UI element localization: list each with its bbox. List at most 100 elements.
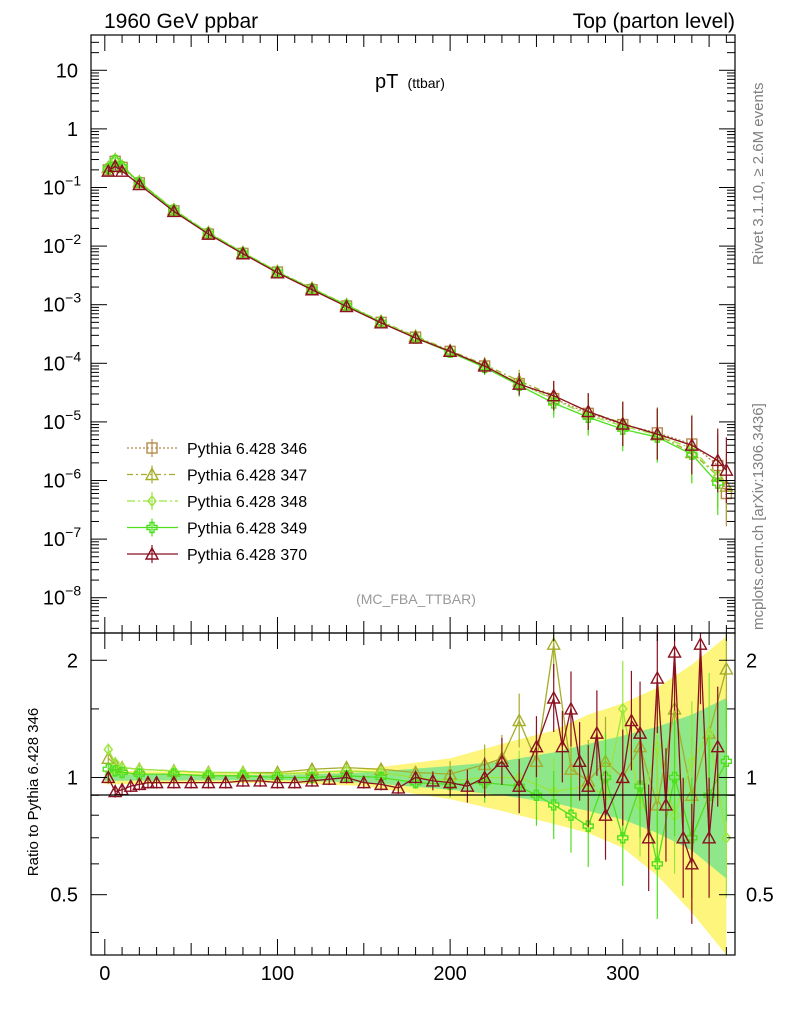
legend-entry-4: Pythia 6.428 370 <box>127 545 307 564</box>
ratio-y-tick-label: 0.5 <box>50 885 78 907</box>
ratio-point <box>720 755 733 768</box>
ratio-plot-frame <box>90 632 736 956</box>
data-point <box>132 177 147 191</box>
data-point <box>235 246 251 260</box>
legend-marker <box>146 442 158 454</box>
ratio-point <box>693 636 708 650</box>
ratio-point <box>651 858 664 870</box>
ratio-y-tick-label-right: 1 <box>746 767 757 789</box>
ratio-point <box>442 775 458 789</box>
ratio-y-tick-label: 2 <box>67 650 78 672</box>
legend-marker <box>144 546 160 560</box>
ratio-point <box>641 830 656 844</box>
ratio-point <box>373 776 389 791</box>
ratio-point <box>572 753 587 768</box>
ratio-point <box>103 743 114 756</box>
ratio-point <box>710 739 725 753</box>
ratio-ylabel: Ratio to Pythia 6.428 346 <box>25 708 42 876</box>
ratio-point <box>235 773 251 787</box>
data-point <box>270 265 285 279</box>
data-point <box>201 226 216 240</box>
data-point <box>477 358 492 372</box>
data-point <box>304 282 320 296</box>
data-point <box>442 343 458 358</box>
legend-entry-3: Pythia 6.428 349 <box>127 518 307 538</box>
ratio-point <box>287 775 302 789</box>
ratio-point <box>356 775 371 789</box>
y-tick-label: 10−5 <box>43 407 81 434</box>
ratio-point <box>546 636 561 650</box>
ratio-uncertainty-bands <box>104 636 727 955</box>
ratio-point <box>599 771 612 784</box>
ratio-point <box>201 775 216 789</box>
ratio-point <box>703 789 715 801</box>
data-point <box>650 426 665 440</box>
header-right: Top (parton level) <box>573 10 735 33</box>
legend-entry-2: Pythia 6.428 348 <box>127 492 307 511</box>
ratio-point <box>116 766 128 779</box>
legend: Pythia 6.428 346 Pythia 6.428 347 Pythia 6… <box>127 439 307 564</box>
plot-title: pT (ttbar) <box>375 71 445 93</box>
ratio-point <box>529 739 544 753</box>
ratio-point <box>477 770 492 784</box>
data-point <box>710 452 725 467</box>
side-label-top: Rivet 3.1.10, ≥ 2.6M events <box>750 83 767 266</box>
ratio-point <box>548 799 560 811</box>
header-left: 1960 GeV ppbar <box>104 10 258 33</box>
y-tick-label: 10−3 <box>43 290 81 317</box>
data-point <box>712 477 724 489</box>
data-point <box>686 448 698 461</box>
legend-label: Pythia 6.428 348 <box>187 494 307 511</box>
y-tick-label: 10−8 <box>43 583 81 610</box>
data-point <box>107 158 123 172</box>
ratio-point <box>632 725 648 739</box>
x-tick-label: 200 <box>433 963 466 985</box>
ratio-point <box>149 775 164 789</box>
legend-label: Pythia 6.428 347 <box>187 468 307 485</box>
legend-label: Pythia 6.428 349 <box>187 521 307 538</box>
analysis-annotation: (MC_FBA_TTBAR) <box>356 591 476 607</box>
data-point <box>339 299 354 313</box>
y-tick-label: 10−2 <box>43 231 81 258</box>
ratio-point <box>565 809 577 821</box>
ratio-point <box>589 725 605 739</box>
ratio-point <box>563 701 579 715</box>
data-point <box>373 315 389 329</box>
series-line-1 <box>107 158 727 487</box>
ratio-point <box>701 830 717 844</box>
axes-ticks: 10 1 10−1 10−2 10−3 10−4 10−5 10−6 10−7 10−8 0 100 2… <box>43 34 774 985</box>
ratio-point <box>658 797 674 811</box>
ratio-point <box>494 753 510 768</box>
legend-label: Pythia 6.428 346 <box>187 441 307 458</box>
ratio-point <box>684 856 700 870</box>
ratio-point <box>512 713 527 727</box>
ratio-point <box>460 778 475 792</box>
ratio-point <box>123 778 138 792</box>
series-3 <box>102 154 724 516</box>
ratio-point <box>133 768 146 780</box>
data-point <box>719 462 734 476</box>
legend-entry-1: Pythia 6.428 347 <box>127 465 307 485</box>
ratio-point <box>624 713 639 727</box>
data-point <box>513 379 525 392</box>
main-plot-series <box>101 152 734 527</box>
data-point <box>581 404 596 418</box>
plot-title-sub: (ttbar) <box>408 75 445 91</box>
ratio-y-tick-label-right: 2 <box>746 650 757 672</box>
ratio-point <box>598 807 613 821</box>
legend-entry-0: Pythia 6.428 346 <box>127 439 307 458</box>
y-tick-label: 1 <box>67 119 78 141</box>
ratio-y-tick-label: 1 <box>67 767 78 789</box>
legend-marker <box>147 494 157 508</box>
ratio-point <box>686 755 697 768</box>
y-tick-label: 10 <box>56 60 78 82</box>
legend-marker <box>146 521 158 534</box>
ratio-point <box>721 831 732 844</box>
ratio-point <box>555 739 570 753</box>
ratio-point <box>615 770 630 784</box>
ratio-point <box>512 778 527 792</box>
data-point <box>102 162 114 175</box>
data-point <box>166 203 182 218</box>
ratio-point <box>668 771 681 784</box>
y-tick-label: 10−1 <box>43 172 81 199</box>
